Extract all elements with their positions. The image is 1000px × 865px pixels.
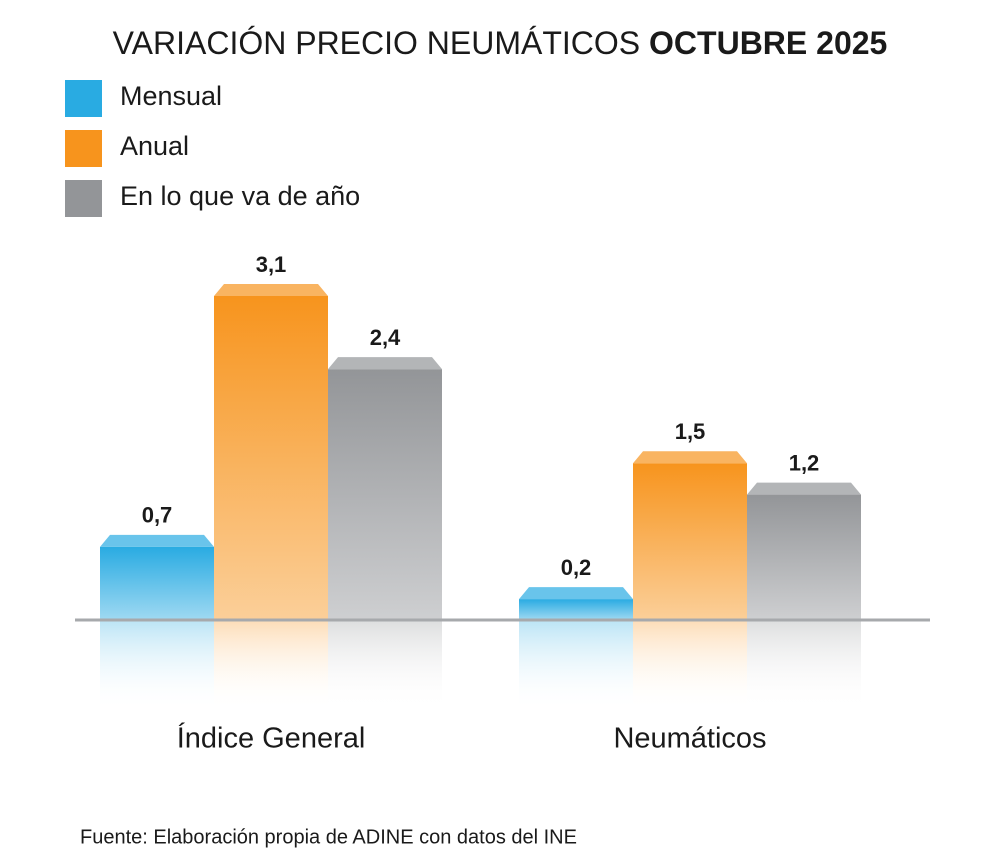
data-label: 2,4 <box>370 325 401 350</box>
bar-reflection <box>328 620 442 710</box>
legend-swatch <box>65 180 102 217</box>
bar-reflection <box>214 620 328 710</box>
x-category-label: Neumáticos <box>613 723 766 755</box>
x-category-label: Índice General <box>177 722 366 755</box>
data-label: 3,1 <box>256 252 287 277</box>
bar-cap <box>519 587 633 600</box>
title-bold: OCTUBRE 2025 <box>649 25 887 61</box>
bar-cap <box>633 451 747 464</box>
data-label: 0,2 <box>561 555 592 580</box>
bar-reflection <box>100 620 214 710</box>
title-text: VARIACIÓN PRECIO NEUMÁTICOS <box>113 25 640 61</box>
data-label: 0,7 <box>142 503 173 528</box>
bar-cap <box>100 534 214 547</box>
chart-title: VARIACIÓN PRECIO NEUMÁTICOS OCTUBRE 2025 <box>113 25 888 61</box>
bar <box>100 546 214 620</box>
bar-reflection <box>633 620 747 710</box>
bar <box>633 463 747 620</box>
legend-label: Mensual <box>120 81 222 111</box>
legend-label: Anual <box>120 131 189 161</box>
bar-cap <box>747 482 861 495</box>
bar-reflection <box>519 620 633 710</box>
source-note: Fuente: Elaboración propia de ADINE con … <box>80 826 577 848</box>
bar <box>519 599 633 620</box>
legend-swatch <box>65 130 102 167</box>
data-label: 1,5 <box>675 419 706 444</box>
bar-reflection <box>747 620 861 710</box>
bar <box>328 369 442 620</box>
bar-cap <box>328 357 442 370</box>
legend-swatch <box>65 80 102 117</box>
data-label: 1,2 <box>789 450 820 475</box>
bar <box>747 494 861 620</box>
legend-label: En lo que va de año <box>120 181 360 211</box>
bar <box>214 296 328 620</box>
bar-cap <box>214 284 328 296</box>
